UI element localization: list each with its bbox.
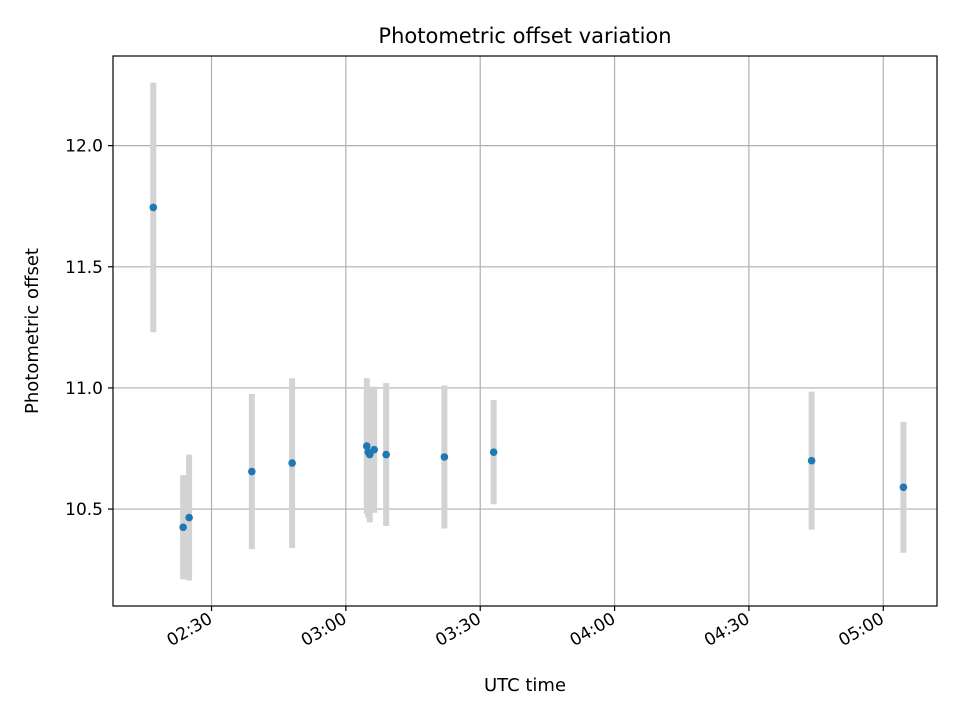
data-point [185, 513, 193, 522]
data-point [489, 448, 498, 456]
data-point [362, 442, 371, 450]
y-axis-label: Photometric offset [22, 248, 43, 414]
data-point [288, 459, 296, 467]
data-point [149, 203, 158, 212]
y-tick-label: 12.0 [65, 137, 103, 157]
error-bars [150, 82, 907, 581]
x-tick-label: 04:30 [701, 609, 753, 651]
data-point [365, 450, 374, 459]
x-tick-label: 03:00 [298, 609, 350, 651]
y-tick-label: 11.0 [65, 379, 103, 399]
x-tick-label: 04:00 [567, 609, 619, 651]
chart-title: Photometric offset variation [378, 24, 671, 48]
x-tick-label: 05:00 [835, 609, 887, 651]
data-point [899, 483, 908, 492]
data-point [440, 453, 449, 461]
x-tick-label: 03:30 [432, 609, 484, 651]
data-point [248, 467, 256, 476]
y-tick-label: 11.5 [65, 258, 103, 278]
data-point [370, 445, 379, 454]
data-point [179, 523, 187, 532]
y-tick-label: 10.5 [65, 500, 103, 520]
x-axis-label: UTC time [484, 675, 566, 696]
x-tick-label: 02:30 [164, 609, 216, 651]
data-points [149, 203, 908, 532]
data-point [382, 450, 390, 459]
data-point [807, 456, 816, 465]
plot-frame [112, 55, 938, 607]
